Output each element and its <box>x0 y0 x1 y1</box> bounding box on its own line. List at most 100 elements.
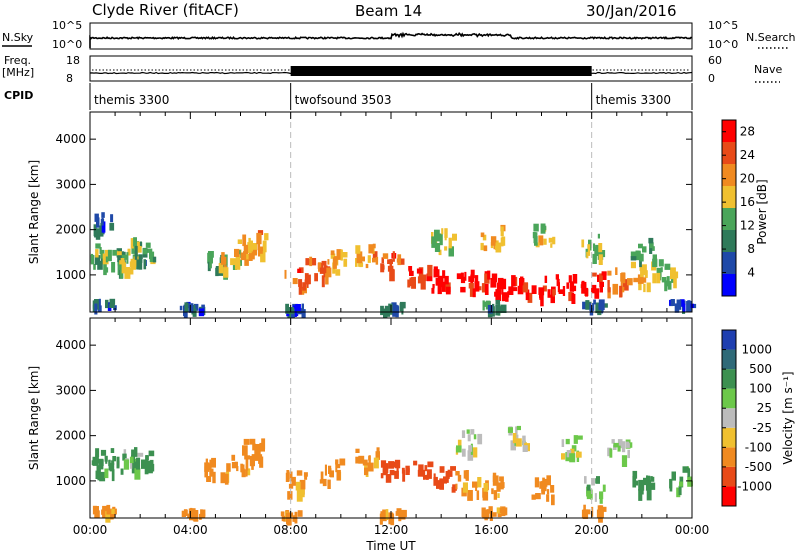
heatmap-cell <box>305 274 311 285</box>
heatmap-cell <box>105 511 111 523</box>
heatmap-cell <box>426 273 433 282</box>
heatmap-cell <box>617 439 623 449</box>
heatmap-cell <box>482 234 487 241</box>
heatmap-cell <box>652 254 657 260</box>
heatmap-cell <box>101 221 106 233</box>
heatmap-cell <box>101 256 104 265</box>
heatmap-cell <box>112 456 116 462</box>
heatmap-cell <box>568 292 573 302</box>
heatmap-cell <box>127 248 131 256</box>
heatmap-cell <box>204 462 210 472</box>
heatmap-cell <box>120 258 125 264</box>
heatmap-cell <box>638 279 642 291</box>
colorbar-frame <box>721 119 737 297</box>
cpid-strip: CPID themis 3300 twofsound 3503 themis 330… <box>4 83 693 110</box>
heatmap-cell <box>658 259 664 267</box>
heatmap-cell <box>427 264 433 277</box>
heatmap-cell <box>181 510 186 517</box>
heatmap-cell <box>417 469 424 477</box>
heatmap-cell <box>427 461 434 468</box>
heatmap-cell <box>93 264 96 270</box>
heatmap-cell <box>104 267 109 273</box>
heatmap-cell <box>401 509 407 518</box>
heatmap-cell <box>382 253 389 259</box>
heatmap-cell <box>456 445 462 453</box>
heatmap-cell <box>109 463 115 472</box>
heatmap-cell <box>287 309 293 320</box>
colorbar-segment <box>722 466 736 487</box>
heatmap-cell <box>679 481 683 487</box>
heatmap-cell <box>619 285 623 298</box>
heatmap-cell <box>297 510 303 517</box>
heatmap-cell <box>488 506 493 514</box>
heatmap-cell <box>436 480 440 489</box>
heatmap-cell <box>234 248 240 257</box>
heatmap-cell <box>487 270 491 280</box>
heatmap-cell <box>582 509 589 519</box>
heatmap-cell <box>399 301 406 309</box>
heatmap-cell <box>482 487 487 498</box>
heatmap-cell <box>474 275 479 282</box>
heatmap-cell <box>439 466 445 473</box>
heatmap-cell <box>245 459 249 471</box>
heatmap-cell <box>621 441 626 453</box>
heatmap-cell <box>569 453 576 463</box>
heatmap-cell <box>474 281 480 292</box>
heatmap-cell <box>235 254 241 264</box>
heatmap-cell <box>500 304 507 313</box>
heatmap-cell <box>143 259 147 270</box>
heatmap-cell <box>533 223 539 232</box>
heatmap-cell <box>392 251 395 262</box>
colorbar-segment <box>722 427 736 448</box>
heatmap-cell <box>598 299 605 310</box>
heatmap-cell <box>501 511 506 517</box>
heatmap-cell <box>431 287 435 294</box>
heatmap-cell <box>244 455 250 460</box>
heatmap-cell <box>484 509 488 521</box>
heatmap-cell <box>98 298 101 310</box>
heatmap-cell <box>552 236 556 245</box>
freq-line <box>89 71 693 75</box>
heatmap-cell <box>259 456 264 468</box>
heatmap-cell <box>639 487 644 495</box>
heatmap-cell <box>281 511 285 522</box>
heatmap-cell <box>643 477 649 486</box>
heatmap-cell <box>450 466 456 471</box>
heatmap-cell <box>335 464 341 469</box>
nsky-line <box>89 31 693 48</box>
heatmap-cell <box>341 252 348 258</box>
heatmap-cell <box>121 254 128 260</box>
heatmap-cell <box>633 277 640 283</box>
heatmap-cell <box>257 230 264 235</box>
heatmap-cell <box>510 440 516 451</box>
heatmap-cell <box>496 482 501 492</box>
heatmap-cell <box>435 278 442 286</box>
heatmap-cell <box>380 263 385 273</box>
heatmap-cell <box>361 256 365 262</box>
heatmap-cell <box>420 278 426 290</box>
heatmap-cell <box>439 233 443 246</box>
heatmap-cell <box>607 288 611 299</box>
velocity-ylabel: Slant Range [km] <box>27 366 41 470</box>
heatmap-cell <box>183 308 188 319</box>
heatmap-cell <box>565 438 570 445</box>
heatmap-cell <box>531 285 537 294</box>
colorbar-tick-label: -500 <box>745 460 772 474</box>
colorbar-segment <box>722 230 736 252</box>
colorbar-segment <box>722 186 736 208</box>
heatmap-cell <box>597 233 600 239</box>
heatmap-cell <box>292 278 298 285</box>
heatmap-cell <box>129 456 134 464</box>
heatmap-cell <box>590 489 593 500</box>
heatmap-cell <box>389 469 395 476</box>
heatmap-cell <box>242 234 247 247</box>
heatmap-cell <box>105 256 108 263</box>
heatmap-cell <box>611 439 615 444</box>
heatmap-cell <box>577 435 583 440</box>
heatmap-cell <box>107 249 112 262</box>
colorbar-segment <box>722 164 736 186</box>
heatmap-cell <box>110 214 114 223</box>
heatmap-cell <box>602 484 606 492</box>
heatmap-cell <box>599 491 604 500</box>
